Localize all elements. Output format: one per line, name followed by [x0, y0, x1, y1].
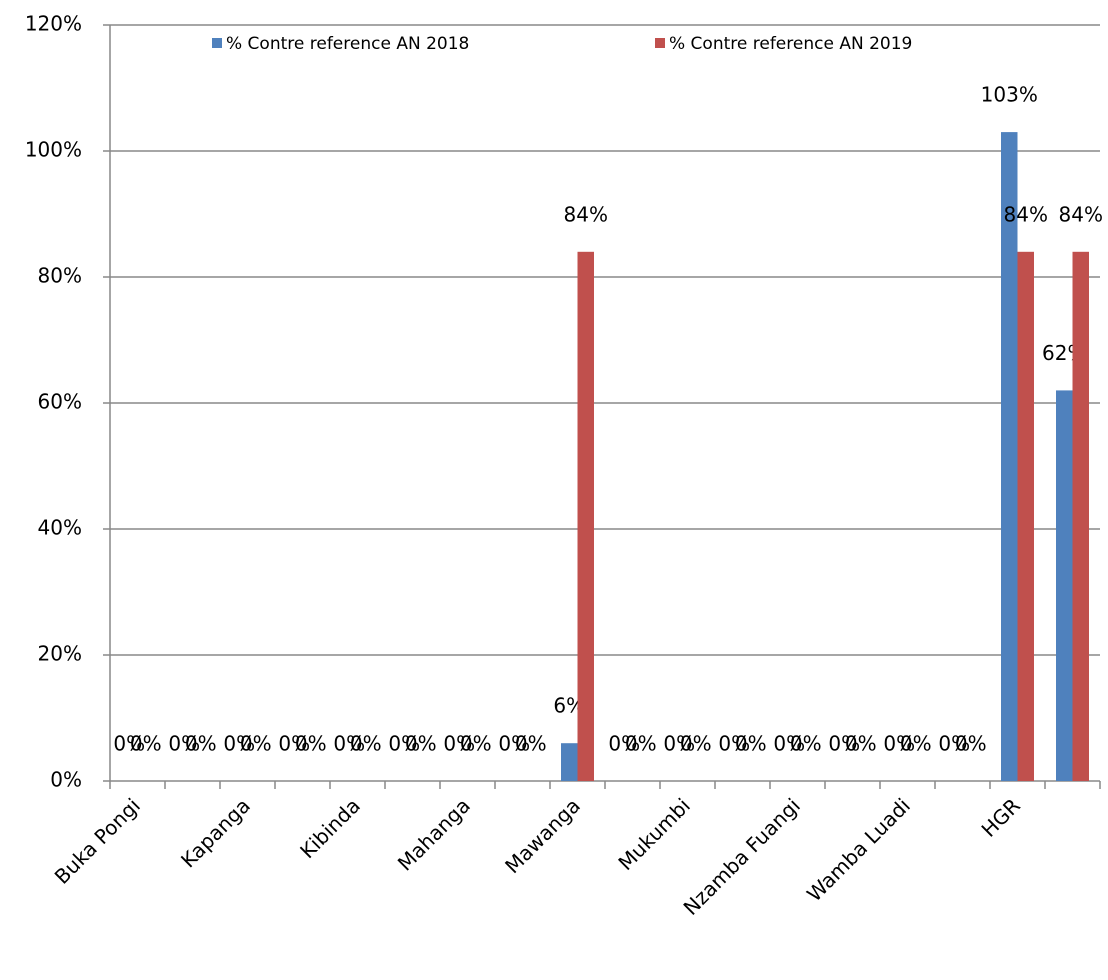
value-label: 0% — [295, 732, 327, 756]
value-label: 84% — [1004, 202, 1048, 226]
value-label: 0% — [498, 732, 530, 756]
value-label: 103% — [981, 83, 1038, 107]
value-label: 0% — [735, 732, 767, 756]
x-tick-label: Nzamba Fuangi — [679, 793, 805, 919]
value-label: 0% — [663, 732, 695, 756]
value-label: 0% — [828, 732, 860, 756]
value-label: 0% — [515, 732, 547, 756]
value-label: 84% — [1059, 202, 1103, 226]
value-label: 0% — [185, 732, 217, 756]
bar — [561, 743, 578, 781]
y-tick-label: 120% — [25, 12, 82, 36]
y-tick-label: 60% — [38, 390, 82, 414]
bar — [1017, 251, 1034, 782]
x-tick-label: Mahanga — [393, 793, 475, 875]
value-label: 0% — [955, 732, 987, 756]
value-label: 0% — [443, 732, 475, 756]
x-tick-label: Buka Pongi — [50, 793, 145, 888]
y-tick-label: 20% — [38, 642, 82, 666]
value-label: 0% — [130, 732, 162, 756]
value-label: 0% — [718, 732, 750, 756]
value-label: 0% — [900, 732, 932, 756]
value-label: 0% — [790, 732, 822, 756]
value-label: 0% — [168, 732, 200, 756]
bar — [1056, 390, 1073, 781]
x-tick-label: Kibinda — [295, 793, 365, 863]
y-tick-label: 40% — [38, 516, 82, 540]
legend-label: % Contre reference AN 2018 — [226, 34, 469, 54]
y-tick-label: 100% — [25, 138, 82, 162]
value-label: 0% — [333, 732, 365, 756]
value-label: 0% — [845, 732, 877, 756]
value-label: 0% — [773, 732, 805, 756]
legend-label: % Contre reference AN 2019 — [669, 34, 912, 54]
value-label: 0% — [883, 732, 915, 756]
value-label: 0% — [608, 732, 640, 756]
value-label: 0% — [278, 732, 310, 756]
x-tick-label: HGR — [977, 793, 1025, 841]
x-tick-label: Kapanga — [176, 793, 255, 872]
value-label: 0% — [388, 732, 420, 756]
value-label: 0% — [223, 732, 255, 756]
value-label: 0% — [625, 732, 657, 756]
bar — [577, 251, 594, 782]
y-tick-label: 80% — [38, 264, 82, 288]
x-tick-label: Wamba Luadi — [802, 793, 915, 906]
legend-swatch — [212, 38, 222, 48]
y-tick-label: 0% — [50, 768, 82, 792]
value-label: 0% — [113, 732, 145, 756]
value-label: 0% — [460, 732, 492, 756]
legend-swatch — [655, 38, 665, 48]
x-tick-label: Mukumbi — [613, 793, 695, 875]
bar — [1072, 251, 1089, 782]
bar — [1001, 132, 1018, 782]
value-label: 0% — [680, 732, 712, 756]
value-label: 0% — [240, 732, 272, 756]
value-label: 0% — [405, 732, 437, 756]
x-tick-label: Mawanga — [500, 793, 585, 878]
value-label: 0% — [350, 732, 382, 756]
value-label: 0% — [938, 732, 970, 756]
value-label: 84% — [564, 202, 608, 226]
